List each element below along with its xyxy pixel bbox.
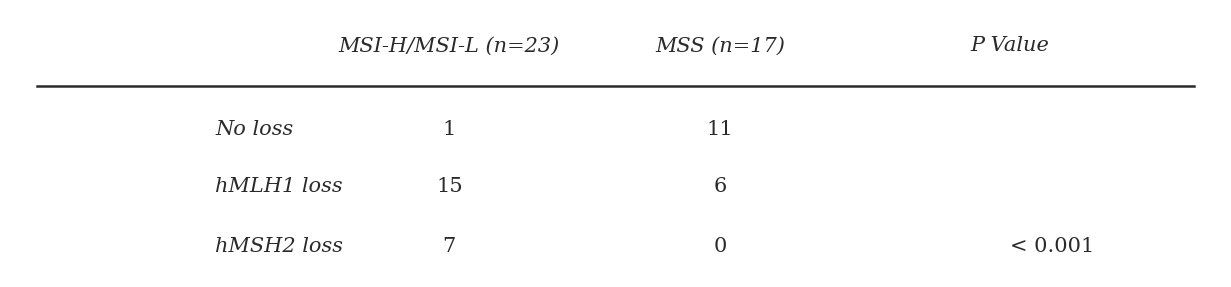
Text: 6: 6 [714,177,726,196]
Text: 1: 1 [443,120,455,139]
Text: 7: 7 [443,237,455,256]
Text: hMSH2 loss: hMSH2 loss [215,237,343,256]
Text: P Value: P Value [970,36,1049,55]
Text: 11: 11 [707,120,734,139]
Text: MSS (n=17): MSS (n=17) [655,36,785,55]
Text: No loss: No loss [215,120,294,139]
Text: < 0.001: < 0.001 [1011,237,1094,256]
Text: 0: 0 [714,237,726,256]
Text: 15: 15 [436,177,463,196]
Text: hMLH1 loss: hMLH1 loss [215,177,343,196]
Text: MSI-H/MSI-L (n=23): MSI-H/MSI-L (n=23) [339,36,560,55]
